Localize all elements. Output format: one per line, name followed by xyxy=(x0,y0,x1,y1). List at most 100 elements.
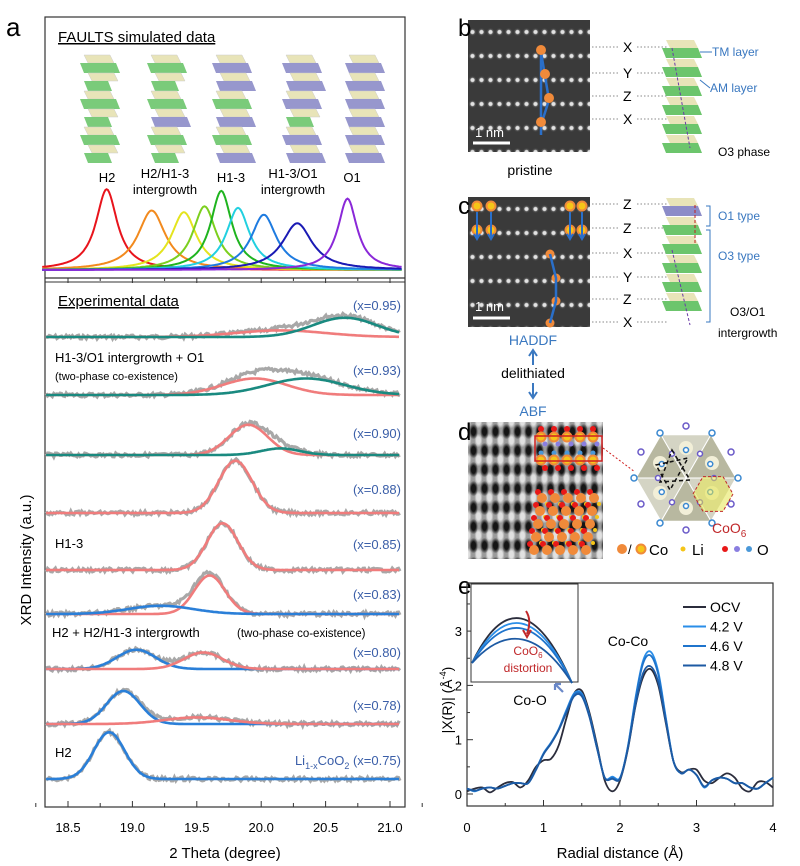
li-layer xyxy=(154,108,186,118)
co-atom xyxy=(572,519,582,529)
o-atom xyxy=(574,489,580,495)
co-layer-green xyxy=(151,81,179,91)
o-atom xyxy=(583,515,589,521)
co-atom-marker xyxy=(564,200,576,212)
o-atom xyxy=(527,541,533,547)
xrd-tick-label: 18.5 xyxy=(55,820,80,835)
co-layer-green xyxy=(84,153,112,163)
o-atom xyxy=(708,519,716,527)
stacking-guide xyxy=(671,47,691,149)
arrow-down-icon xyxy=(528,383,538,400)
exafs-curve-4.8v xyxy=(466,665,774,792)
panel-label-c: c xyxy=(458,193,470,220)
annot-h2: H2 xyxy=(55,745,72,760)
co-layer-green xyxy=(212,99,252,109)
co-layer-purple xyxy=(282,99,322,109)
o-atom xyxy=(553,541,559,547)
scale-bar-label: 1 nm xyxy=(475,299,504,314)
o-atom xyxy=(546,502,552,508)
o-atom xyxy=(579,541,585,547)
simulated-curve-3 xyxy=(42,205,402,271)
stem-image-pristine xyxy=(468,20,590,152)
li-atom xyxy=(597,502,601,506)
li-layer xyxy=(285,54,317,64)
co-atom xyxy=(570,532,580,542)
co-layer-purple xyxy=(345,117,385,127)
triangle-guide xyxy=(654,456,690,492)
o-atom xyxy=(630,474,638,482)
li-layer xyxy=(154,72,186,82)
fit-curve xyxy=(46,574,399,616)
xrd-row-1: (x=0.93) xyxy=(44,363,401,400)
o-atom xyxy=(531,515,537,521)
exafs-curve-ocv xyxy=(466,667,774,794)
zoom-leader xyxy=(602,447,636,473)
co-atom xyxy=(561,431,573,443)
li-layer xyxy=(289,72,321,82)
o-atom xyxy=(529,528,535,534)
exafs-curves xyxy=(466,650,774,794)
co-atom xyxy=(574,431,586,443)
xrd-row-2: (x=0.90) xyxy=(44,419,401,461)
co-atom xyxy=(557,532,567,542)
panel-label-b: b xyxy=(458,15,471,42)
label-part: 2 xyxy=(344,761,349,771)
y-tick-label: 2 xyxy=(455,678,462,693)
zoom-box xyxy=(534,435,603,462)
li-layer xyxy=(348,126,380,136)
stacking-letter: X xyxy=(623,314,633,330)
tm-layer-label: TM layer xyxy=(712,45,759,59)
legend-co: Co xyxy=(649,542,668,559)
intergrowth-label: intergrowth xyxy=(718,326,777,340)
xrd-row-6: (x=0.80) xyxy=(45,645,402,675)
co-layer-green xyxy=(147,99,187,109)
inset-curve xyxy=(471,627,573,684)
o-atom xyxy=(555,528,561,534)
caption-pristine: pristine xyxy=(507,162,552,178)
o-legend-icon xyxy=(734,546,740,552)
panel-label-a: a xyxy=(6,12,21,42)
annot-two-phase-1: (two-phase co-existence) xyxy=(55,371,178,383)
crystal-structure-top-view xyxy=(630,422,742,534)
exafs-axes: 0 1 2 3 4 0 1 2 3 xyxy=(455,603,777,835)
simulated-curve-8 xyxy=(42,197,402,271)
xrd-tick-label: 19.5 xyxy=(184,820,209,835)
li-layer xyxy=(215,90,247,100)
xrd-rows: (x=0.95) (x=0.93) (x=0.90) (x=0.88) (x=0.85)… xyxy=(44,298,402,785)
x-tick-label: 0 xyxy=(463,820,470,835)
co-atom xyxy=(589,493,599,503)
xrd-tick-label: 21.0 xyxy=(377,820,402,835)
o-atom xyxy=(637,448,645,456)
stacking-letter: X xyxy=(623,111,633,127)
o-atom xyxy=(658,488,666,496)
o-atom xyxy=(654,474,662,482)
legend-li: Li xyxy=(692,542,704,559)
o-atom xyxy=(581,441,587,447)
o-atom xyxy=(581,528,587,534)
li-layer xyxy=(150,90,182,100)
o-atom xyxy=(706,460,714,468)
arrow-head-icon xyxy=(522,629,532,640)
li-layer xyxy=(150,54,182,64)
o-atom xyxy=(727,500,735,508)
stack-structure-2 xyxy=(212,54,256,163)
stacking-letter: Z xyxy=(623,291,632,307)
annot-co-o: Co-O xyxy=(513,692,547,708)
fit-curve xyxy=(46,521,399,572)
li-layer xyxy=(150,126,182,136)
scale-bar-label: 1 nm xyxy=(475,125,504,140)
o-atom xyxy=(682,446,690,454)
o-atom xyxy=(594,441,600,447)
co-layer-green xyxy=(147,135,187,145)
li-layer xyxy=(666,217,698,225)
simulated-curve-0 xyxy=(42,188,402,271)
co-atom xyxy=(542,545,552,555)
o-atom xyxy=(668,498,676,506)
x-tick-label: 2 xyxy=(616,820,623,835)
o-atom xyxy=(564,450,570,456)
co-layer-purple xyxy=(216,153,256,163)
o-atom xyxy=(533,502,539,508)
co-layer-purple xyxy=(282,63,322,73)
co-atom xyxy=(535,506,545,516)
panel-d-overlay xyxy=(527,426,601,555)
